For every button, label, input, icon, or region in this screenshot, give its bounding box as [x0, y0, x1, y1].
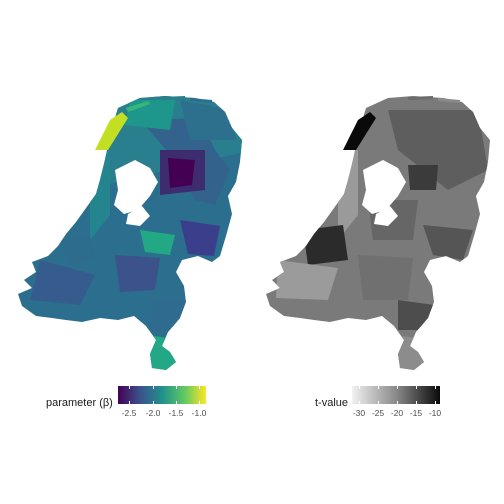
colorbar-tick — [129, 401, 130, 404]
parameter-tick-label: -2.5 — [121, 408, 137, 418]
parameter-tick-label: -1.5 — [168, 408, 184, 418]
parameter-tick-label: -2.0 — [145, 408, 161, 418]
t-value-tick-label: -25 — [371, 408, 385, 418]
colorbar-tick — [176, 386, 177, 389]
colorbar-tick — [359, 401, 360, 404]
t-value-tick-label: -20 — [390, 408, 404, 418]
t-value-tick-label: -10 — [428, 408, 442, 418]
t-value-colorbar — [352, 386, 440, 404]
colorbar-tick — [416, 386, 417, 389]
colorbar-tick — [397, 386, 398, 389]
t-value-tick-label: -30 — [352, 408, 366, 418]
colorbar-tick — [129, 386, 130, 389]
colorbar-tick — [378, 401, 379, 404]
t-value-tick-label: -15 — [409, 408, 423, 418]
parameter-tick-label: -1.0 — [191, 408, 207, 418]
parameter-map — [18, 96, 242, 370]
t-value-legend: t-value -30 -25 -20 -15 -10 — [252, 380, 504, 420]
colorbar-tick — [176, 401, 177, 404]
colorbar-tick — [199, 386, 200, 389]
colorbar-tick — [378, 386, 379, 389]
colorbar-tick — [397, 401, 398, 404]
parameter-legend: parameter (β) -2.5 -2.0 -1.5 -1.0 — [0, 380, 252, 420]
colorbar-tick — [416, 401, 417, 404]
parameter-legend-title: parameter (β) — [46, 397, 113, 409]
colorbar-tick — [199, 401, 200, 404]
t-value-legend-title: t-value — [315, 397, 349, 409]
colorbar-tick — [435, 401, 436, 404]
colorbar-tick — [435, 386, 436, 389]
colorbar-tick — [359, 386, 360, 389]
colorbar-tick — [153, 386, 154, 389]
parameter-colorbar — [118, 386, 206, 404]
colorbar-tick — [153, 401, 154, 404]
t-value-map — [266, 96, 490, 370]
